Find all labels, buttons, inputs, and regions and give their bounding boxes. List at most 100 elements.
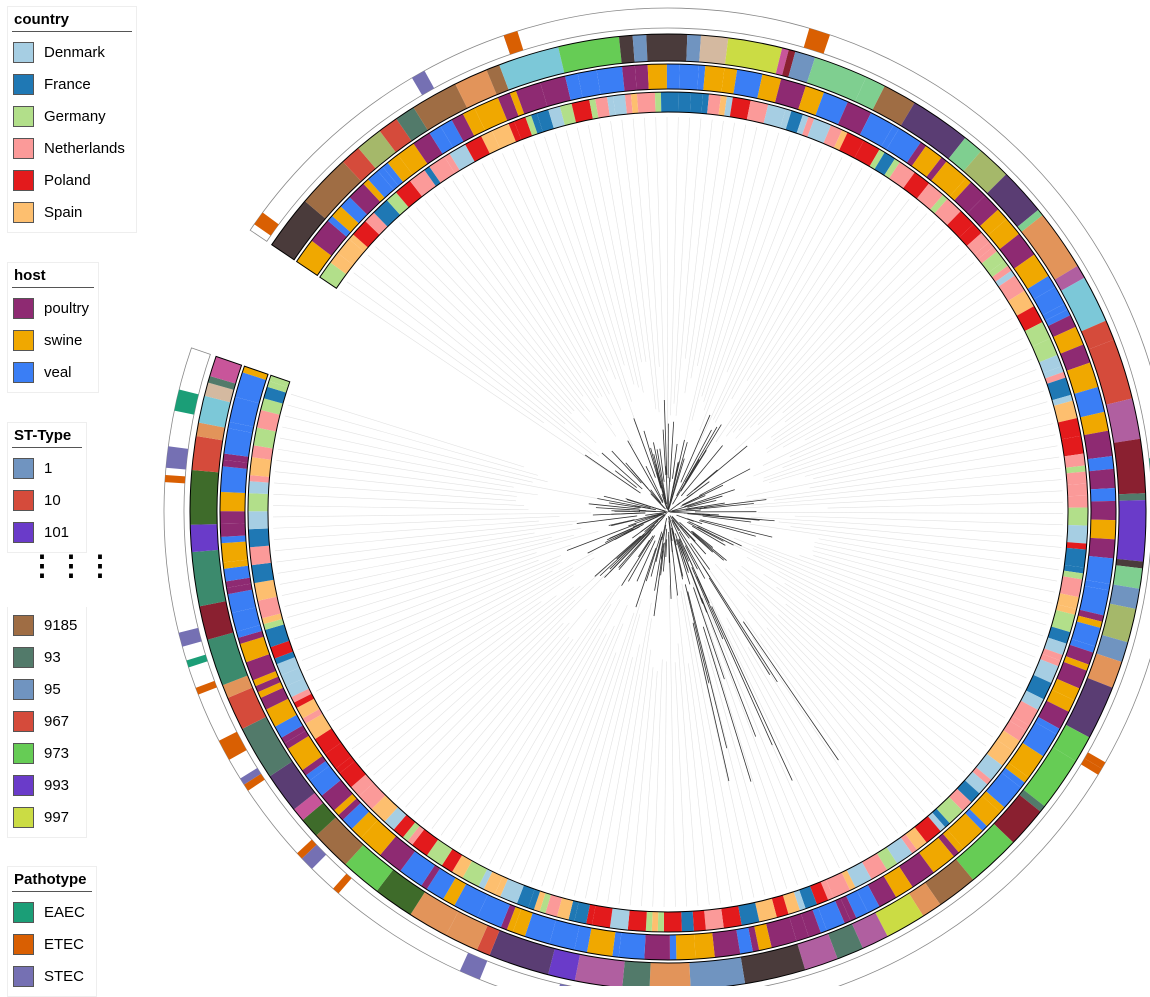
tip-guide-line xyxy=(389,574,606,791)
country-ring-segment xyxy=(248,528,269,547)
tip-guide-line xyxy=(675,662,687,906)
tip-guide-line xyxy=(599,123,641,362)
tip-guide-line xyxy=(622,120,656,409)
tip-guide-line xyxy=(752,480,1062,506)
host-ring-segment xyxy=(679,64,699,90)
tip-guide-line xyxy=(761,634,907,827)
tip-guide-line xyxy=(490,633,607,864)
host-ring-segment xyxy=(1084,431,1113,460)
pathotype-ring-segment xyxy=(804,28,830,53)
host-ring-segment xyxy=(220,523,245,537)
tip-guide-line xyxy=(676,118,701,415)
tip-guide-line xyxy=(731,192,901,425)
pathotype-ring-segment xyxy=(412,71,434,95)
tip-guide-line xyxy=(747,594,941,797)
tip-guide-line xyxy=(790,527,1060,559)
tip-guide-line xyxy=(742,566,986,746)
tree-branch xyxy=(703,627,751,782)
tip-guide-line xyxy=(284,535,573,606)
tip-guide-line xyxy=(423,637,569,822)
host-ring-segment xyxy=(220,466,247,493)
pathotype-ring-segment xyxy=(179,628,202,647)
country-ring-segment xyxy=(248,511,268,529)
pathotype-ring-segment xyxy=(254,212,279,235)
tip-guide-line xyxy=(288,405,538,475)
pathotype-ring-segment xyxy=(460,953,487,980)
country-ring-segment xyxy=(248,481,269,494)
tip-guide-line xyxy=(726,199,909,436)
tip-guide-line xyxy=(685,127,757,439)
tree-branch xyxy=(612,451,642,483)
country-ring-segment xyxy=(1064,548,1086,568)
tree-branch xyxy=(609,520,635,526)
tree-branch xyxy=(743,622,838,760)
tip-guide-line xyxy=(302,555,561,660)
country-ring-segment xyxy=(250,457,272,477)
tip-guide-line xyxy=(702,133,779,397)
host-ring-segment xyxy=(635,64,649,90)
st-type-ring-segment xyxy=(689,957,745,986)
tip-guide-line xyxy=(767,309,1007,453)
pathotype-ring-segment xyxy=(165,475,185,483)
tip-guide-line xyxy=(327,568,573,712)
tip-guide-line xyxy=(285,416,548,482)
tip-guide-line xyxy=(619,650,651,904)
country-ring-segment xyxy=(658,912,664,932)
tip-guide-line xyxy=(275,521,577,551)
tip-guide-line xyxy=(443,187,615,436)
tip-guide-line xyxy=(274,483,516,501)
tip-guide-line xyxy=(664,661,666,907)
tip-guide-line xyxy=(678,644,698,906)
tree-branch xyxy=(699,469,750,496)
tip-guide-line xyxy=(633,119,659,413)
tip-guide-line xyxy=(732,168,862,399)
host-ring-segment xyxy=(676,934,696,960)
tip-guide-line xyxy=(282,427,532,482)
host-ring-segment xyxy=(597,66,625,94)
tip-guide-line xyxy=(306,560,557,670)
host-ring-segment xyxy=(220,492,245,511)
country-ring-segment xyxy=(678,92,691,112)
country-ring-segment xyxy=(690,93,703,114)
host-ring-segment xyxy=(1085,556,1113,584)
tip-guide-line xyxy=(291,394,524,467)
st-type-ring-segment xyxy=(699,35,728,64)
pathotype-ring-segment xyxy=(186,655,207,668)
country-ring-segment xyxy=(646,911,653,931)
tip-guide-line xyxy=(767,628,925,813)
st-type-ring-segment xyxy=(190,524,218,552)
host-ring-segment xyxy=(1091,501,1116,520)
st-type-ring-segment xyxy=(646,34,687,61)
country-ring-segment xyxy=(1067,483,1088,496)
st-type-ring-segment xyxy=(575,954,625,986)
tip-guide-line xyxy=(359,587,574,758)
country-ring-segment xyxy=(664,912,682,932)
country-ring-segment xyxy=(661,92,679,112)
tip-guide-line xyxy=(814,542,1054,592)
host-ring-segment xyxy=(703,66,724,93)
tip-guide-line xyxy=(819,539,1057,581)
tree-branch xyxy=(595,536,641,576)
tip-guide-line xyxy=(608,618,652,902)
tip-guide-line xyxy=(294,545,571,639)
country-ring-segment xyxy=(721,906,742,928)
tree-branch xyxy=(681,450,706,491)
tip-guide-line xyxy=(713,157,842,419)
tip-guide-line xyxy=(273,506,528,510)
country-ring-segment xyxy=(1068,508,1088,526)
tip-guide-line xyxy=(502,153,621,410)
tip-guide-line xyxy=(588,125,643,392)
country-ring-segment xyxy=(637,92,656,113)
tip-guide-line xyxy=(771,280,988,437)
host-ring-segment xyxy=(1090,488,1115,501)
tip-guide-line xyxy=(814,547,1052,604)
tip-guide-line xyxy=(354,273,592,454)
tip-guide-line xyxy=(805,328,1018,440)
tip-guide-line xyxy=(656,117,665,412)
tip-guide-line xyxy=(701,642,765,895)
tip-guide-line xyxy=(753,359,1032,476)
tip-guide-line xyxy=(790,349,1028,457)
tip-guide-line xyxy=(408,215,590,423)
tip-guide-line xyxy=(278,533,535,573)
tip-guide-line xyxy=(702,594,819,877)
